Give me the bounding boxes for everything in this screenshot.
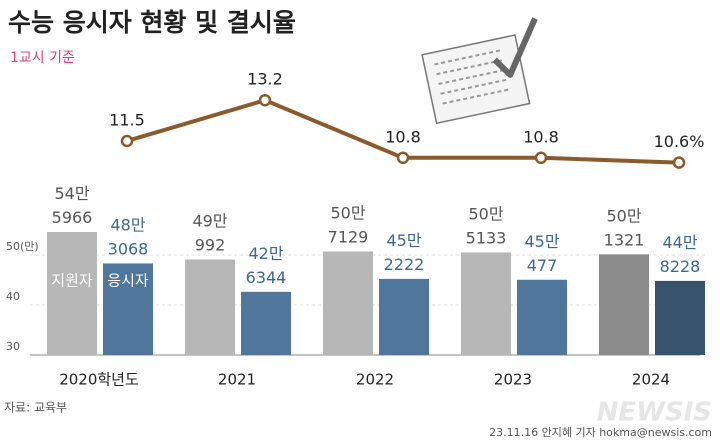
x-tick-label: 2023: [494, 371, 532, 389]
chart-title: 수능 응시자 현황 및 결시율: [8, 8, 296, 37]
value-label: 10.8: [523, 127, 559, 146]
y-tick-label: 50(만): [6, 240, 39, 253]
value-label: 13.2: [247, 70, 283, 89]
x-tick-label: 2024: [632, 371, 670, 389]
value-label: 10.8: [385, 127, 421, 146]
x-tick-label: 2022: [356, 371, 394, 389]
value-label: 45만 2222: [384, 230, 425, 273]
bar: [517, 279, 567, 355]
source: 자료: 교육부: [4, 401, 67, 415]
bar: [379, 278, 429, 355]
y-tick-label: 30: [6, 340, 20, 353]
line-marker: [396, 151, 410, 165]
line-marker: [258, 93, 272, 107]
line-marker: [534, 151, 548, 165]
value-label: 45만 477: [524, 231, 559, 274]
logo: NEWSIS: [597, 398, 712, 428]
chart-subtitle: 1교시 기준: [10, 50, 75, 66]
value-label: 44만 8228: [660, 232, 701, 275]
legend-label: 지원자: [51, 272, 93, 290]
value-label: 42만 6344: [246, 243, 287, 286]
bar: [185, 259, 235, 355]
bar: [599, 254, 649, 355]
value-label: 10.6%: [654, 132, 705, 151]
credit: 23.11.16 안지혜 기자 hokma@newsis.com: [489, 426, 712, 439]
legend-label: 응시자: [107, 272, 149, 290]
line-marker: [120, 134, 134, 148]
x-tick-label: 2020학년도: [59, 371, 139, 389]
y-tick-label: 40: [6, 290, 20, 303]
line-marker: [672, 156, 686, 169]
bar: [323, 251, 373, 355]
value-label: 50만 5133: [466, 204, 507, 247]
value-label: 50만 1321: [604, 206, 645, 249]
value-label: 50만 7129: [328, 203, 369, 246]
value-label: 11.5: [109, 111, 145, 130]
checklist-icon: [421, 17, 538, 125]
bar: [241, 291, 291, 355]
x-tick-label: 2021: [218, 371, 256, 389]
value-label: 49만 992: [192, 211, 227, 254]
value-label: 48만 3068: [108, 215, 149, 258]
bar: [461, 252, 511, 355]
value-label: 54만 5966: [52, 184, 93, 227]
bar: [103, 263, 153, 355]
bar: [47, 232, 97, 355]
bar: [655, 280, 705, 355]
